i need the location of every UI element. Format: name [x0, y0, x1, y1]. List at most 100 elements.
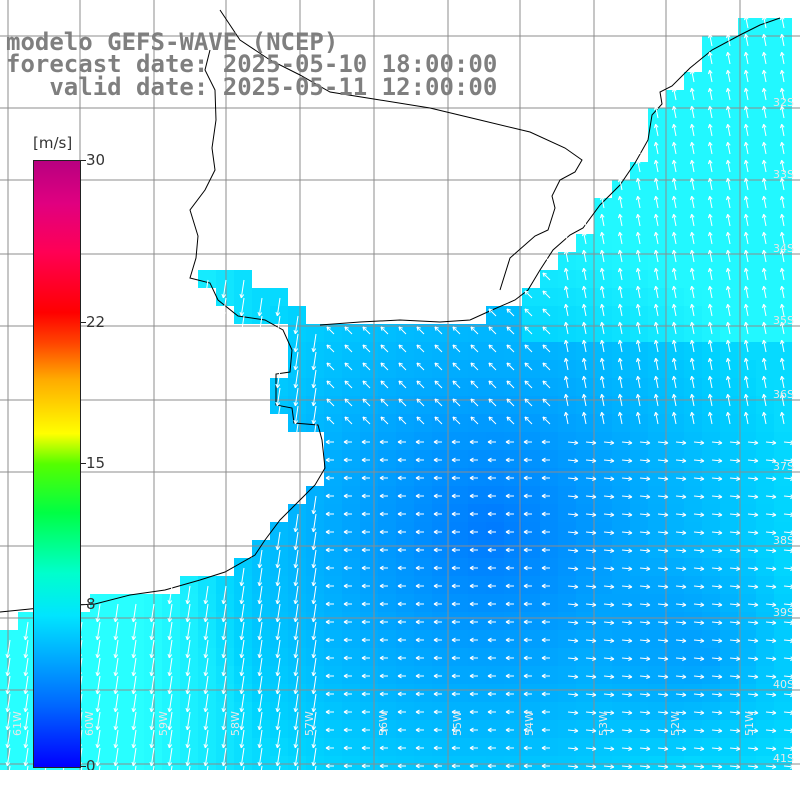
wind-arrow [639, 710, 651, 716]
wind-arrow [203, 693, 209, 713]
wind-arrow [743, 357, 749, 371]
wind-speed-cell [576, 756, 594, 770]
wind-speed-cell [630, 432, 648, 450]
wind-arrow [599, 303, 605, 317]
wind-arrow [635, 159, 641, 173]
wind-speed-cell [414, 594, 432, 612]
wind-speed-cell [630, 414, 648, 432]
wind-speed-cell [702, 54, 720, 72]
wind-arrow [325, 547, 334, 553]
wind-speed-cell [630, 630, 648, 648]
wind-speed-cell [756, 720, 774, 738]
wind-arrow [675, 620, 687, 626]
wind-speed-cell [360, 666, 378, 684]
wind-arrow [689, 375, 695, 389]
wind-arrow [747, 476, 759, 482]
valid-date: valid date: 2025-05-11 12:00:00 [6, 73, 498, 101]
wind-speed-cell [90, 720, 108, 738]
wind-arrow [487, 673, 496, 679]
wind-arrow [653, 267, 659, 281]
wind-arrow [167, 747, 173, 767]
wind-arrow [653, 231, 659, 245]
wind-arrow [603, 458, 615, 464]
wind-arrow [203, 657, 209, 677]
wind-speed-cell [198, 702, 216, 720]
wind-speed-cell [360, 468, 378, 486]
wind-speed-cell [702, 504, 720, 522]
wind-speed-cell [702, 522, 720, 540]
wind-speed-cell [558, 756, 576, 770]
wind-speed-cell [702, 288, 720, 306]
wind-arrow [689, 69, 695, 83]
wind-arrow [487, 583, 496, 589]
wind-speed-cell [684, 414, 702, 432]
wind-arrow [470, 326, 479, 335]
wind-arrow [311, 567, 317, 587]
wind-speed-cell [684, 684, 702, 702]
wind-arrow [783, 746, 795, 752]
wind-speed-cell [738, 738, 756, 756]
wind-arrow [693, 566, 705, 572]
wind-arrow [541, 457, 550, 463]
wind-arrow [524, 344, 533, 353]
wind-arrow [707, 411, 713, 425]
wind-speed-cell [756, 504, 774, 522]
wind-speed-cell [666, 576, 684, 594]
wind-speed-cell [774, 504, 792, 522]
wind-arrow [639, 476, 651, 482]
wind-speed-cell [18, 738, 36, 756]
wind-arrow [398, 398, 407, 407]
wind-speed-cell [450, 648, 468, 666]
wind-arrow [415, 619, 424, 625]
wind-arrow [506, 362, 515, 371]
wind-arrow [416, 362, 425, 371]
wind-arrow [469, 565, 478, 571]
wind-arrow [657, 530, 669, 536]
wind-arrow [469, 439, 478, 445]
wind-arrow [95, 729, 101, 749]
wind-speed-cell [396, 666, 414, 684]
model-title: modelo GEFS-WAVE (NCEP) [6, 28, 339, 56]
wind-arrow [707, 69, 713, 83]
wind-arrow [563, 339, 569, 353]
wind-arrow [747, 710, 759, 716]
wind-arrow [379, 727, 388, 733]
wind-arrow [361, 673, 370, 679]
wind-arrow [707, 177, 713, 191]
wind-arrow [451, 745, 460, 751]
wind-arrow [433, 475, 442, 481]
wind-arrow [621, 728, 633, 734]
wind-speed-cell [684, 522, 702, 540]
wind-arrow [506, 344, 515, 353]
wind-speed-cell [666, 270, 684, 288]
wind-arrow [470, 344, 479, 353]
wind-speed-cell [558, 378, 576, 396]
wind-arrow [603, 584, 615, 590]
wind-speed-cell [108, 648, 126, 666]
wind-speed-cell [684, 378, 702, 396]
wind-arrow [783, 764, 795, 770]
wind-arrow [783, 728, 795, 734]
wind-arrow [581, 321, 587, 335]
wind-arrow [711, 548, 723, 554]
wind-arrow [239, 567, 245, 587]
wind-arrow [260, 765, 263, 770]
wind-speed-cell [774, 522, 792, 540]
wind-speed-cell [324, 504, 342, 522]
wind-speed-cell [342, 540, 360, 558]
wind-speed-cell [396, 558, 414, 576]
wind-arrow [221, 675, 227, 695]
wind-speed-cell [108, 666, 126, 684]
wind-arrow [434, 416, 443, 425]
wind-speed-cell [774, 360, 792, 378]
wind-arrow [761, 321, 767, 335]
wind-speed-cell [342, 486, 360, 504]
wind-speed-cell [522, 756, 540, 770]
wind-speed-cell [756, 180, 774, 198]
wind-speed-cell [468, 612, 486, 630]
wind-speed-cell [504, 468, 522, 486]
wind-speed-cell [288, 540, 306, 558]
wind-arrow [765, 674, 777, 680]
wind-arrow [206, 765, 209, 770]
wind-arrow [639, 494, 651, 500]
